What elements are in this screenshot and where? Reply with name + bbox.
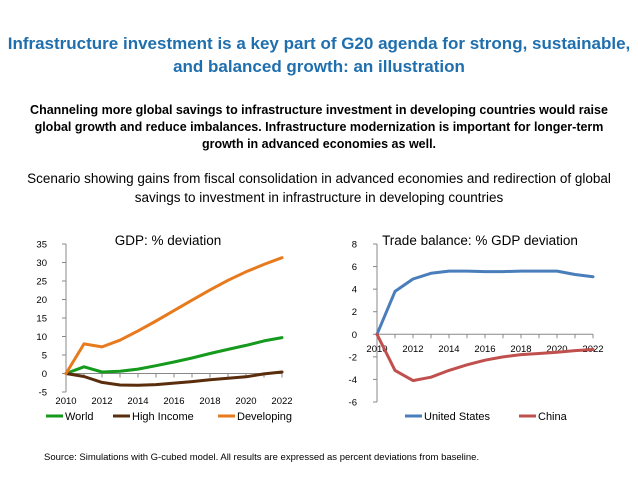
gdp-legend-label: World bbox=[65, 411, 94, 423]
trade-y-tick-label: 8 bbox=[352, 240, 357, 251]
gdp-y-tick-label: 0 bbox=[42, 369, 47, 380]
trade-series-united-states-line bbox=[375, 269, 595, 336]
gdp-series-developing-line bbox=[64, 256, 284, 375]
trade-legend-label: China bbox=[538, 411, 568, 423]
scenario-description: Scenario showing gains from fiscal conso… bbox=[27, 171, 611, 205]
trade-y-tick-label: -6 bbox=[349, 398, 357, 409]
trade-x-tick-label: 2016 bbox=[474, 344, 495, 355]
gdp-y-tick-label: 5 bbox=[42, 351, 47, 362]
gdp-y-tick-label: 35 bbox=[36, 240, 47, 251]
trade-legend-label: United States bbox=[424, 411, 491, 423]
gdp-chart-title: GDP: % deviation bbox=[115, 233, 222, 248]
gdp-legend-label: High Income bbox=[132, 411, 194, 423]
gdp-x-tick-label: 2016 bbox=[163, 396, 184, 407]
page-subtitle: Channeling more global savings to infras… bbox=[30, 103, 608, 151]
trade-y-tick-label: 0 bbox=[352, 330, 357, 341]
gdp-series-world-line bbox=[64, 336, 284, 375]
gdp-x-tick-label: 2014 bbox=[127, 396, 148, 407]
gdp-y-tick-label: 20 bbox=[36, 295, 47, 306]
trade-series-china-line bbox=[375, 332, 595, 383]
gdp-y-tick-label: 30 bbox=[36, 258, 47, 269]
trade-x-tick-label: 2018 bbox=[510, 344, 531, 355]
page-title: Infrastructure investment is a key part … bbox=[7, 34, 631, 76]
gdp-x-tick-label: 2018 bbox=[199, 396, 220, 407]
source-note: Source: Simulations with G-cubed model. … bbox=[44, 452, 480, 463]
gdp-x-tick-label: 2022 bbox=[271, 396, 292, 407]
trade-y-tick-label: -2 bbox=[349, 352, 357, 363]
gdp-y-tick-label: 25 bbox=[36, 277, 47, 288]
gdp-x-tick-label: 2012 bbox=[91, 396, 112, 407]
gdp-y-tick-label: 10 bbox=[36, 332, 47, 343]
trade-x-tick-label: 2014 bbox=[438, 344, 459, 355]
trade-y-tick-label: 4 bbox=[352, 285, 357, 296]
trade-y-tick-label: 6 bbox=[352, 262, 357, 273]
gdp-series-high-income-line bbox=[64, 370, 284, 387]
trade-y-tick-label: -4 bbox=[349, 375, 357, 386]
gdp-y-tick-label: -5 bbox=[39, 388, 47, 399]
trade-chart-title: Trade balance: % GDP deviation bbox=[382, 233, 578, 248]
trade-y-tick-label: 2 bbox=[352, 307, 357, 318]
trade-x-tick-label: 2012 bbox=[402, 344, 423, 355]
trade-x-tick-label: 2010 bbox=[366, 344, 387, 355]
gdp-legend-label: Developing bbox=[237, 411, 292, 423]
gdp-x-tick-label: 2010 bbox=[55, 396, 76, 407]
gdp-x-tick-label: 2020 bbox=[235, 396, 256, 407]
trade-x-tick-label: 2020 bbox=[546, 344, 567, 355]
gdp-y-tick-label: 15 bbox=[36, 314, 47, 325]
